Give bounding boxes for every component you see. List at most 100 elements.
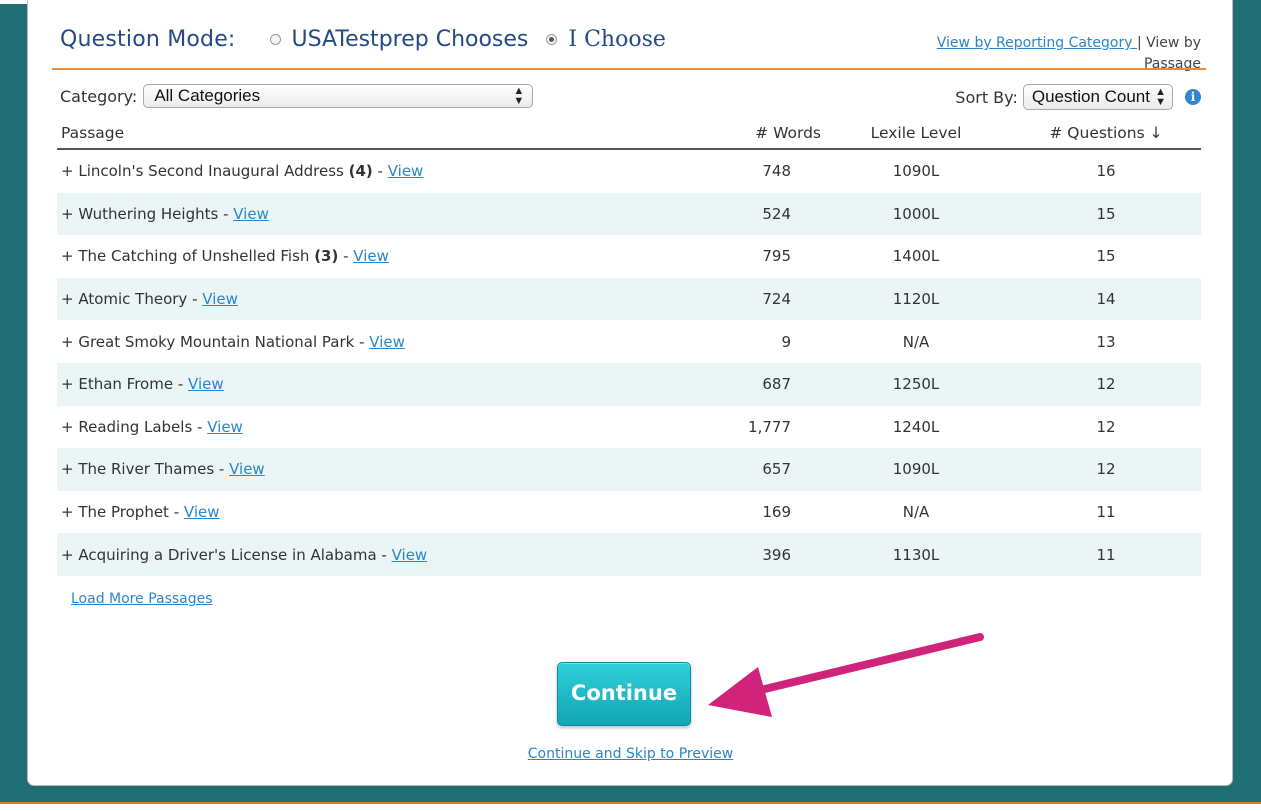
- view-passage-link[interactable]: View: [229, 460, 265, 479]
- lexile-cell: N/A: [902, 503, 930, 522]
- header-questions[interactable]: # Questions ↓: [1011, 118, 1201, 150]
- category-select[interactable]: All Categories ▲ ▼: [143, 84, 534, 108]
- separator: -: [187, 290, 203, 309]
- questions-cell: 12: [1096, 417, 1116, 436]
- separator: -: [168, 503, 184, 522]
- passage-title[interactable]: + Ethan Frome: [61, 375, 174, 394]
- lexile-cell: N/A: [902, 332, 930, 351]
- passage-title[interactable]: + Great Smoky Mountain National Park: [61, 332, 355, 351]
- radio-label-i-choose[interactable]: I Choose: [568, 26, 666, 52]
- view-passage-link[interactable]: View: [188, 375, 224, 394]
- passage-title[interactable]: + The River Thames: [61, 460, 215, 479]
- questions-cell: 14: [1011, 277, 1201, 321]
- passage-title[interactable]: + Lincoln's Second Inaugural Address: [61, 162, 349, 181]
- questions-cell: 11: [1096, 503, 1116, 522]
- table-row: + Reading Labels - View 1,777 1240L 12: [57, 406, 1201, 449]
- view-passage-link[interactable]: View: [387, 162, 424, 181]
- lexile-cell: 1400L: [892, 247, 940, 266]
- header-passage[interactable]: Passage: [57, 118, 681, 150]
- separator: -: [214, 460, 230, 479]
- lexile-cell: 1240L: [892, 417, 940, 436]
- table-row: + Wuthering Heights - View 524 1000L 15: [57, 192, 1201, 236]
- category-label: Category:: [60, 86, 138, 106]
- passage-cell: + Lincoln's Second Inaugural Address (4)…: [57, 149, 681, 193]
- view-passage-link[interactable]: View: [183, 503, 220, 522]
- separator: -: [192, 417, 208, 436]
- words-cell: 9: [781, 332, 791, 351]
- sort-select[interactable]: Question Count ▲ ▼: [1022, 84, 1173, 110]
- passage-title[interactable]: + Acquiring a Driver's License in Alabam…: [61, 545, 377, 564]
- continue-skip-preview-link[interactable]: Continue and Skip to Preview: [527, 746, 734, 762]
- table-row: + The Prophet - View 169 N/A 11: [57, 491, 1201, 534]
- passage-title[interactable]: + The Prophet: [61, 503, 169, 522]
- sort-select-value: Question Count: [1031, 87, 1150, 106]
- passages-table: Passage # Words Lexile Level # Questions…: [57, 118, 1201, 576]
- passage-cell: + Acquiring a Driver's License in Alabam…: [57, 533, 681, 576]
- passage-title[interactable]: + Atomic Theory: [61, 290, 188, 309]
- passage-cell: + The River Thames - View: [57, 448, 681, 491]
- info-icon[interactable]: i: [1185, 89, 1201, 105]
- words-cell: 748: [762, 162, 791, 181]
- questions-cell: 15: [1096, 247, 1116, 266]
- passage-cell: + The Prophet - View: [57, 491, 681, 534]
- questions-cell: 15: [1011, 192, 1201, 236]
- view-passage-link[interactable]: View: [233, 204, 269, 223]
- separator: -: [376, 545, 392, 564]
- category-filter: Category: All Categories ▲ ▼: [60, 84, 534, 108]
- words-cell: 795: [762, 247, 791, 266]
- separator: -: [218, 204, 234, 223]
- question-mode-bar: Question Mode: USATestprep Chooses I Cho…: [60, 26, 684, 52]
- skip-to-preview-container: Continue and Skip to Preview: [0, 746, 1261, 762]
- radio-i-choose[interactable]: [546, 33, 558, 45]
- table-row: + The Catching of Unshelled Fish (3) - V…: [57, 235, 1201, 278]
- passage-title[interactable]: + The Catching of Unshelled Fish: [61, 247, 315, 266]
- questions-cell: 12: [1011, 362, 1201, 406]
- load-more-passages-link[interactable]: Load More Passages: [71, 591, 213, 607]
- view-passage-link[interactable]: View: [369, 332, 405, 351]
- view-by-category-link[interactable]: View by Reporting Category: [936, 35, 1137, 51]
- passage-cell: + The Catching of Unshelled Fish (3) - V…: [57, 235, 681, 278]
- category-select-value: All Categories: [154, 86, 261, 105]
- words-cell: 1,777: [748, 417, 791, 436]
- question-mode-label: Question Mode:: [60, 26, 236, 52]
- header-divider: [52, 68, 1206, 70]
- table-header-row: Passage # Words Lexile Level # Questions…: [57, 118, 1201, 150]
- view-passage-link[interactable]: View: [207, 417, 243, 436]
- lexile-cell: 1250L: [821, 362, 1011, 406]
- continue-button[interactable]: Continue: [557, 662, 691, 726]
- questions-cell: 12: [1011, 448, 1201, 491]
- view-passage-link[interactable]: View: [391, 545, 428, 564]
- header-lexile[interactable]: Lexile Level: [821, 118, 1011, 150]
- lexile-cell: 1090L: [892, 162, 940, 181]
- passage-cell: + Atomic Theory - View: [57, 277, 681, 321]
- radio-label-usatestprep-chooses[interactable]: USATestprep Chooses: [291, 26, 529, 52]
- words-cell: 524: [681, 192, 821, 236]
- separator: -: [173, 375, 189, 394]
- passage-count: (3): [314, 247, 339, 266]
- passage-title[interactable]: + Wuthering Heights: [61, 204, 219, 223]
- table-row: + Acquiring a Driver's License in Alabam…: [57, 533, 1201, 576]
- lexile-cell: 1090L: [821, 448, 1011, 491]
- words-cell: 657: [681, 448, 821, 491]
- questions-cell: 11: [1011, 533, 1201, 576]
- sort-control: Sort By: Question Count ▲ ▼ i: [955, 84, 1201, 110]
- lexile-cell: 1130L: [821, 533, 1011, 576]
- header-words[interactable]: # Words: [681, 118, 821, 150]
- table-row: + The River Thames - View 657 1090L 12: [57, 448, 1201, 491]
- select-arrows-icon: ▲ ▼: [513, 85, 525, 107]
- sort-label: Sort By:: [955, 87, 1018, 107]
- passage-count: (4): [348, 162, 373, 181]
- words-cell: 169: [762, 503, 791, 522]
- view-passage-link[interactable]: View: [202, 290, 238, 309]
- table-row: + Ethan Frome - View 687 1250L 12: [57, 362, 1201, 406]
- view-passage-link[interactable]: View: [353, 247, 389, 266]
- passage-title[interactable]: + Reading Labels: [61, 417, 193, 436]
- separator: -: [372, 162, 388, 181]
- separator: -: [354, 332, 370, 351]
- lexile-cell: 1000L: [821, 192, 1011, 236]
- table-row: + Lincoln's Second Inaugural Address (4)…: [57, 149, 1201, 193]
- annotation-arrow-icon: [708, 633, 984, 717]
- radio-usatestprep-chooses[interactable]: [269, 33, 281, 45]
- arrow-shaft: [736, 633, 984, 699]
- select-arrows-icon: ▲ ▼: [1155, 86, 1166, 108]
